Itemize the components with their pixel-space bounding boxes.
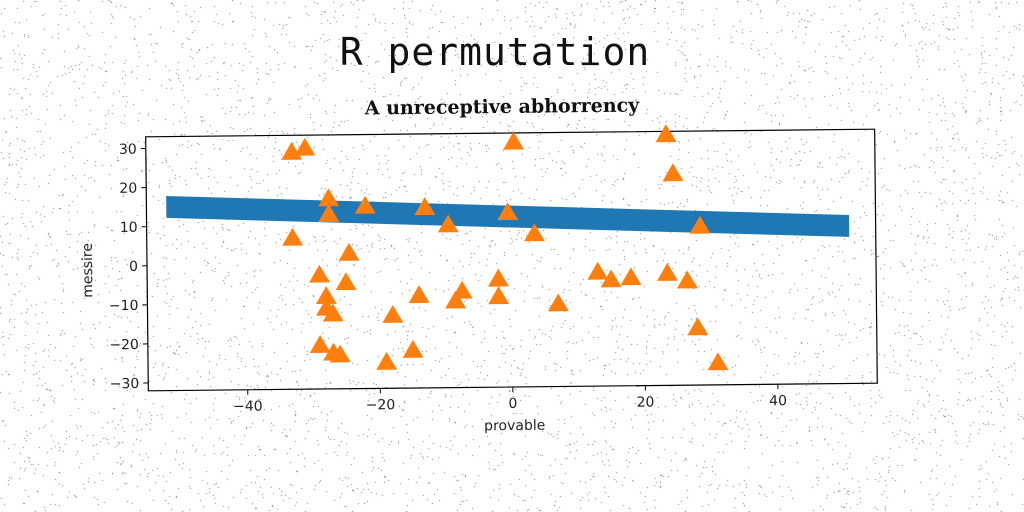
figure-title: R permutation [339, 30, 651, 74]
data-point [282, 227, 304, 246]
data-point [655, 124, 677, 143]
chart-title: A unreceptive abhorrency [364, 95, 641, 120]
data-point [322, 303, 344, 322]
y-tick-label: 20 [119, 181, 137, 197]
series-layer [166, 124, 850, 371]
data-point [656, 263, 678, 281]
y-tick-label: 0 [129, 259, 138, 275]
x-tick-label: −40 [233, 399, 263, 415]
x-tick-label: −20 [366, 397, 396, 413]
data-point [689, 215, 711, 234]
data-point [620, 267, 642, 286]
data-point [488, 268, 509, 287]
x-tick-label: 20 [637, 395, 655, 411]
data-point [437, 214, 459, 233]
data-point [687, 317, 709, 336]
x-ticks: −40 −20 0 20 40 [233, 384, 787, 415]
data-point [335, 272, 357, 291]
data-point [402, 339, 424, 358]
data-point [587, 261, 609, 280]
data-point [309, 264, 330, 283]
x-tick-label: 0 [508, 396, 517, 412]
y-tick-label: −10 [109, 298, 139, 314]
data-point [382, 304, 404, 323]
data-point [600, 269, 622, 288]
data-point [408, 285, 430, 304]
data-point [354, 195, 376, 214]
y-tick-label: −20 [109, 337, 139, 353]
data-point [294, 137, 316, 156]
data-point [488, 286, 510, 305]
data-point [503, 131, 525, 150]
data-point [318, 188, 340, 207]
data-point [376, 351, 398, 370]
data-point [676, 270, 698, 289]
y-axis-label: messire [80, 243, 97, 298]
data-point [315, 286, 337, 305]
data-point [547, 293, 569, 312]
x-tick-label: 40 [769, 393, 787, 409]
data-point [414, 197, 436, 216]
y-tick-label: 10 [120, 220, 138, 236]
y-tick-label: −30 [110, 376, 140, 392]
data-point [318, 204, 340, 222]
data-point [707, 352, 729, 371]
y-ticks: −30 −20 −10 0 10 20 30 [109, 142, 149, 392]
data-point [338, 242, 360, 261]
data-point [524, 223, 545, 242]
data-point [497, 202, 519, 221]
data-point [445, 290, 467, 309]
data-point [309, 335, 331, 353]
data-point [329, 344, 351, 363]
data-point [662, 163, 684, 182]
plot-frame [145, 128, 878, 392]
plot-area: −40 −20 0 20 40 −30 −20 −10 0 10 20 30 provable me… [80, 124, 878, 435]
x-axis-label: provable [484, 418, 545, 435]
y-tick-label: 30 [119, 142, 137, 158]
